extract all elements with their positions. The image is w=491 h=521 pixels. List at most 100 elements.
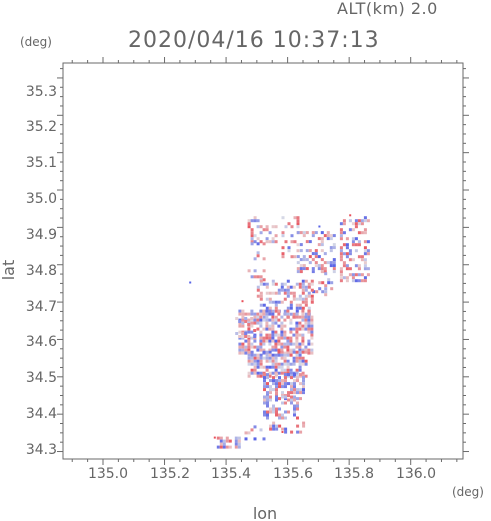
- radar-pixel: [250, 231, 254, 235]
- radar-pixel: [265, 228, 269, 232]
- radar-pixel: [250, 242, 254, 246]
- radar-pixel: [250, 330, 254, 334]
- radar-pixel: [310, 321, 314, 325]
- radar-pixel: [281, 413, 284, 417]
- radar-pixel: [269, 388, 272, 392]
- radar-speck: [241, 300, 244, 303]
- radar-pixel: [290, 225, 294, 229]
- radar-pixel: [274, 225, 278, 229]
- radar-pixel: [259, 371, 263, 375]
- radar-pixel: [296, 231, 300, 235]
- radar-pixel: [265, 282, 269, 286]
- radar-pixel: [299, 382, 302, 386]
- radar-pixel: [268, 312, 272, 316]
- radar-pixel: [366, 240, 370, 244]
- radar-pixel: [297, 264, 300, 267]
- radar-pixel: [275, 222, 278, 225]
- radar-pixel: [256, 219, 260, 223]
- radar-pixel: [284, 395, 287, 399]
- radar-pixel: [250, 312, 254, 316]
- radar-pixel: [281, 388, 284, 391]
- radar-pixel: [277, 300, 281, 304]
- radar-pixel: [354, 222, 358, 226]
- radar-pixel: [361, 252, 364, 255]
- radar-pixel: [274, 374, 278, 378]
- radar-pixel: [234, 445, 238, 449]
- radar-pixel: [303, 270, 306, 273]
- radar-pixel: [266, 395, 269, 399]
- radar-pixel: [363, 246, 367, 250]
- radar-pixel: [271, 336, 275, 340]
- radar-pixel: [289, 310, 292, 313]
- radar-pixel: [329, 249, 333, 253]
- radar-pixel: [250, 219, 254, 223]
- radar-pixel: [271, 371, 275, 375]
- radar-pixel: [253, 425, 257, 429]
- radar-pixel: [280, 336, 284, 340]
- radar-pixel: [295, 345, 299, 349]
- radar-pixel: [342, 252, 346, 256]
- axis-ticks: [57, 57, 469, 465]
- radar-pixel: [293, 240, 297, 244]
- radar-pixel: [283, 312, 287, 316]
- radar-pixel: [332, 261, 336, 265]
- radar-pixel: [265, 327, 269, 331]
- radar-pixel: [289, 327, 293, 331]
- radar-pixel: [274, 300, 278, 304]
- radar-pixel: [250, 428, 254, 432]
- radar-pixel: [283, 336, 287, 340]
- radar-pixel: [296, 289, 299, 292]
- radar-pixel: [274, 321, 278, 325]
- radar-pixel: [298, 350, 302, 354]
- radar-pixel: [247, 222, 251, 226]
- radar-pixel: [301, 297, 305, 301]
- radar-pixel: [286, 325, 289, 328]
- radar-pixel: [272, 410, 275, 414]
- radar-pixel: [327, 255, 330, 258]
- radar-pixel: [293, 373, 296, 377]
- radar-pixel: [305, 249, 309, 253]
- radar-pixel: [286, 306, 290, 310]
- radar-pixel: [297, 246, 300, 249]
- radar-pixel: [301, 350, 305, 354]
- radar-pixel: [292, 333, 296, 337]
- radar-pixel: [286, 359, 290, 363]
- radar-pixel: [302, 424, 306, 428]
- radar-pixel: [339, 279, 343, 283]
- radar-pixel: [266, 391, 269, 395]
- radar-pixel: [295, 339, 299, 343]
- radar-pixel: [292, 285, 296, 289]
- radar-pixel: [263, 363, 266, 366]
- radar-pixel: [357, 267, 361, 271]
- radar-pixel: [290, 395, 293, 399]
- radar-pixel: [296, 376, 299, 380]
- radar-pixel: [259, 279, 263, 283]
- radar-pixel: [304, 300, 308, 304]
- radar-pixel: [256, 285, 260, 289]
- radar-pixel: [263, 376, 266, 380]
- radar-pixel: [286, 309, 290, 313]
- radar-pixel: [281, 385, 284, 389]
- radar-pixel: [275, 388, 278, 392]
- radar-pixel: [271, 327, 275, 331]
- radar-pixel: [298, 315, 302, 319]
- radar-pixel: [253, 437, 257, 441]
- radar-pixel: [298, 342, 302, 346]
- radar-pixel: [320, 264, 324, 268]
- radar-pixel: [277, 346, 280, 349]
- radar-pixel: [281, 391, 284, 395]
- x-tick-label: 136.0: [396, 466, 436, 482]
- radar-pixel: [293, 404, 296, 408]
- radar-pixel: [329, 261, 333, 265]
- radar-pixel: [257, 231, 260, 234]
- radar-pixel: [302, 264, 306, 268]
- radar-pixel: [274, 291, 278, 295]
- radar-pixel: [286, 342, 290, 346]
- radar-pixel: [314, 255, 318, 259]
- radar-pixel: [299, 373, 302, 377]
- radar-pixel: [263, 379, 266, 383]
- radar-pixel: [348, 273, 352, 277]
- radar-pixel: [298, 356, 302, 360]
- radar-pixel: [250, 336, 254, 340]
- radar-pixel: [304, 362, 308, 366]
